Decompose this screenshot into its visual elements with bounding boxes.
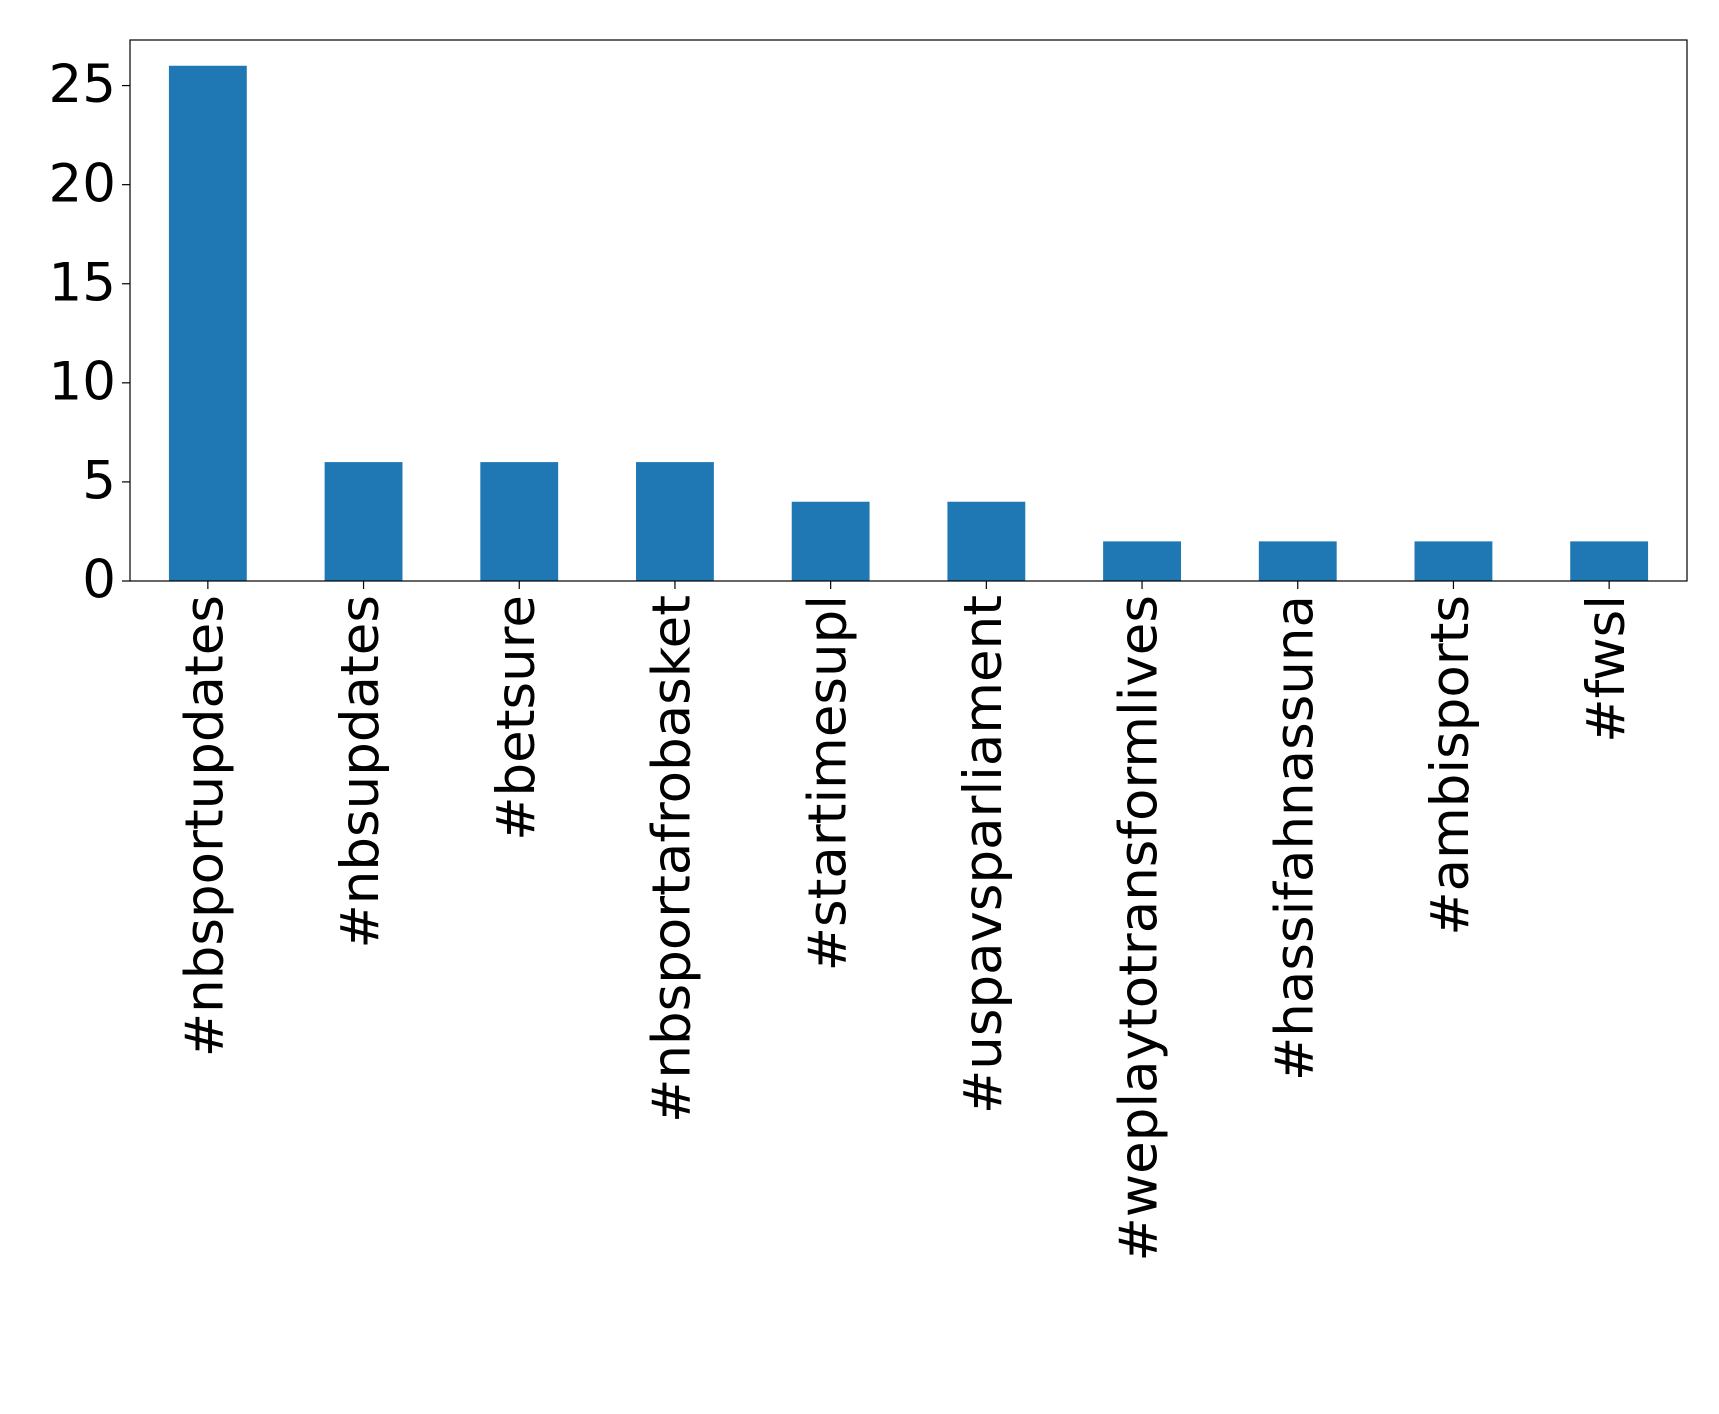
bar: [1103, 541, 1181, 581]
bar: [791, 501, 870, 581]
bar: [1258, 541, 1337, 581]
x-tick-label: #weplaytotransformlives: [1109, 595, 1170, 1262]
x-tick-label: #betsure: [486, 595, 547, 841]
x-tick-label: #startimesupl: [797, 595, 858, 971]
y-tick-label: 0: [82, 550, 116, 611]
bar: [324, 462, 403, 581]
bar: [168, 65, 247, 581]
y-tick-label: 5: [82, 451, 116, 512]
plot-frame: [129, 39, 1688, 582]
bar: [1414, 541, 1493, 581]
bar: [480, 462, 559, 581]
x-tick-label: #nbsupdates: [330, 595, 391, 949]
y-tick-label: 10: [49, 351, 116, 412]
bar: [947, 501, 1026, 581]
x-tick-label: #hassifahnassuna: [1264, 595, 1325, 1081]
x-tick-label: #fwsl: [1576, 595, 1637, 743]
y-tick-label: 15: [49, 252, 116, 313]
y-tick-label: 20: [49, 153, 116, 214]
bar: [636, 462, 714, 581]
x-tick-label: #uspavsparliament: [953, 595, 1014, 1114]
y-tick-label: 25: [49, 54, 116, 115]
x-tick-label: #ambisports: [1420, 595, 1481, 936]
bar: [1570, 541, 1649, 581]
x-tick-label: #nbsportupdates: [174, 595, 235, 1057]
x-tick-label: #nbsportafrobasket: [642, 595, 703, 1123]
